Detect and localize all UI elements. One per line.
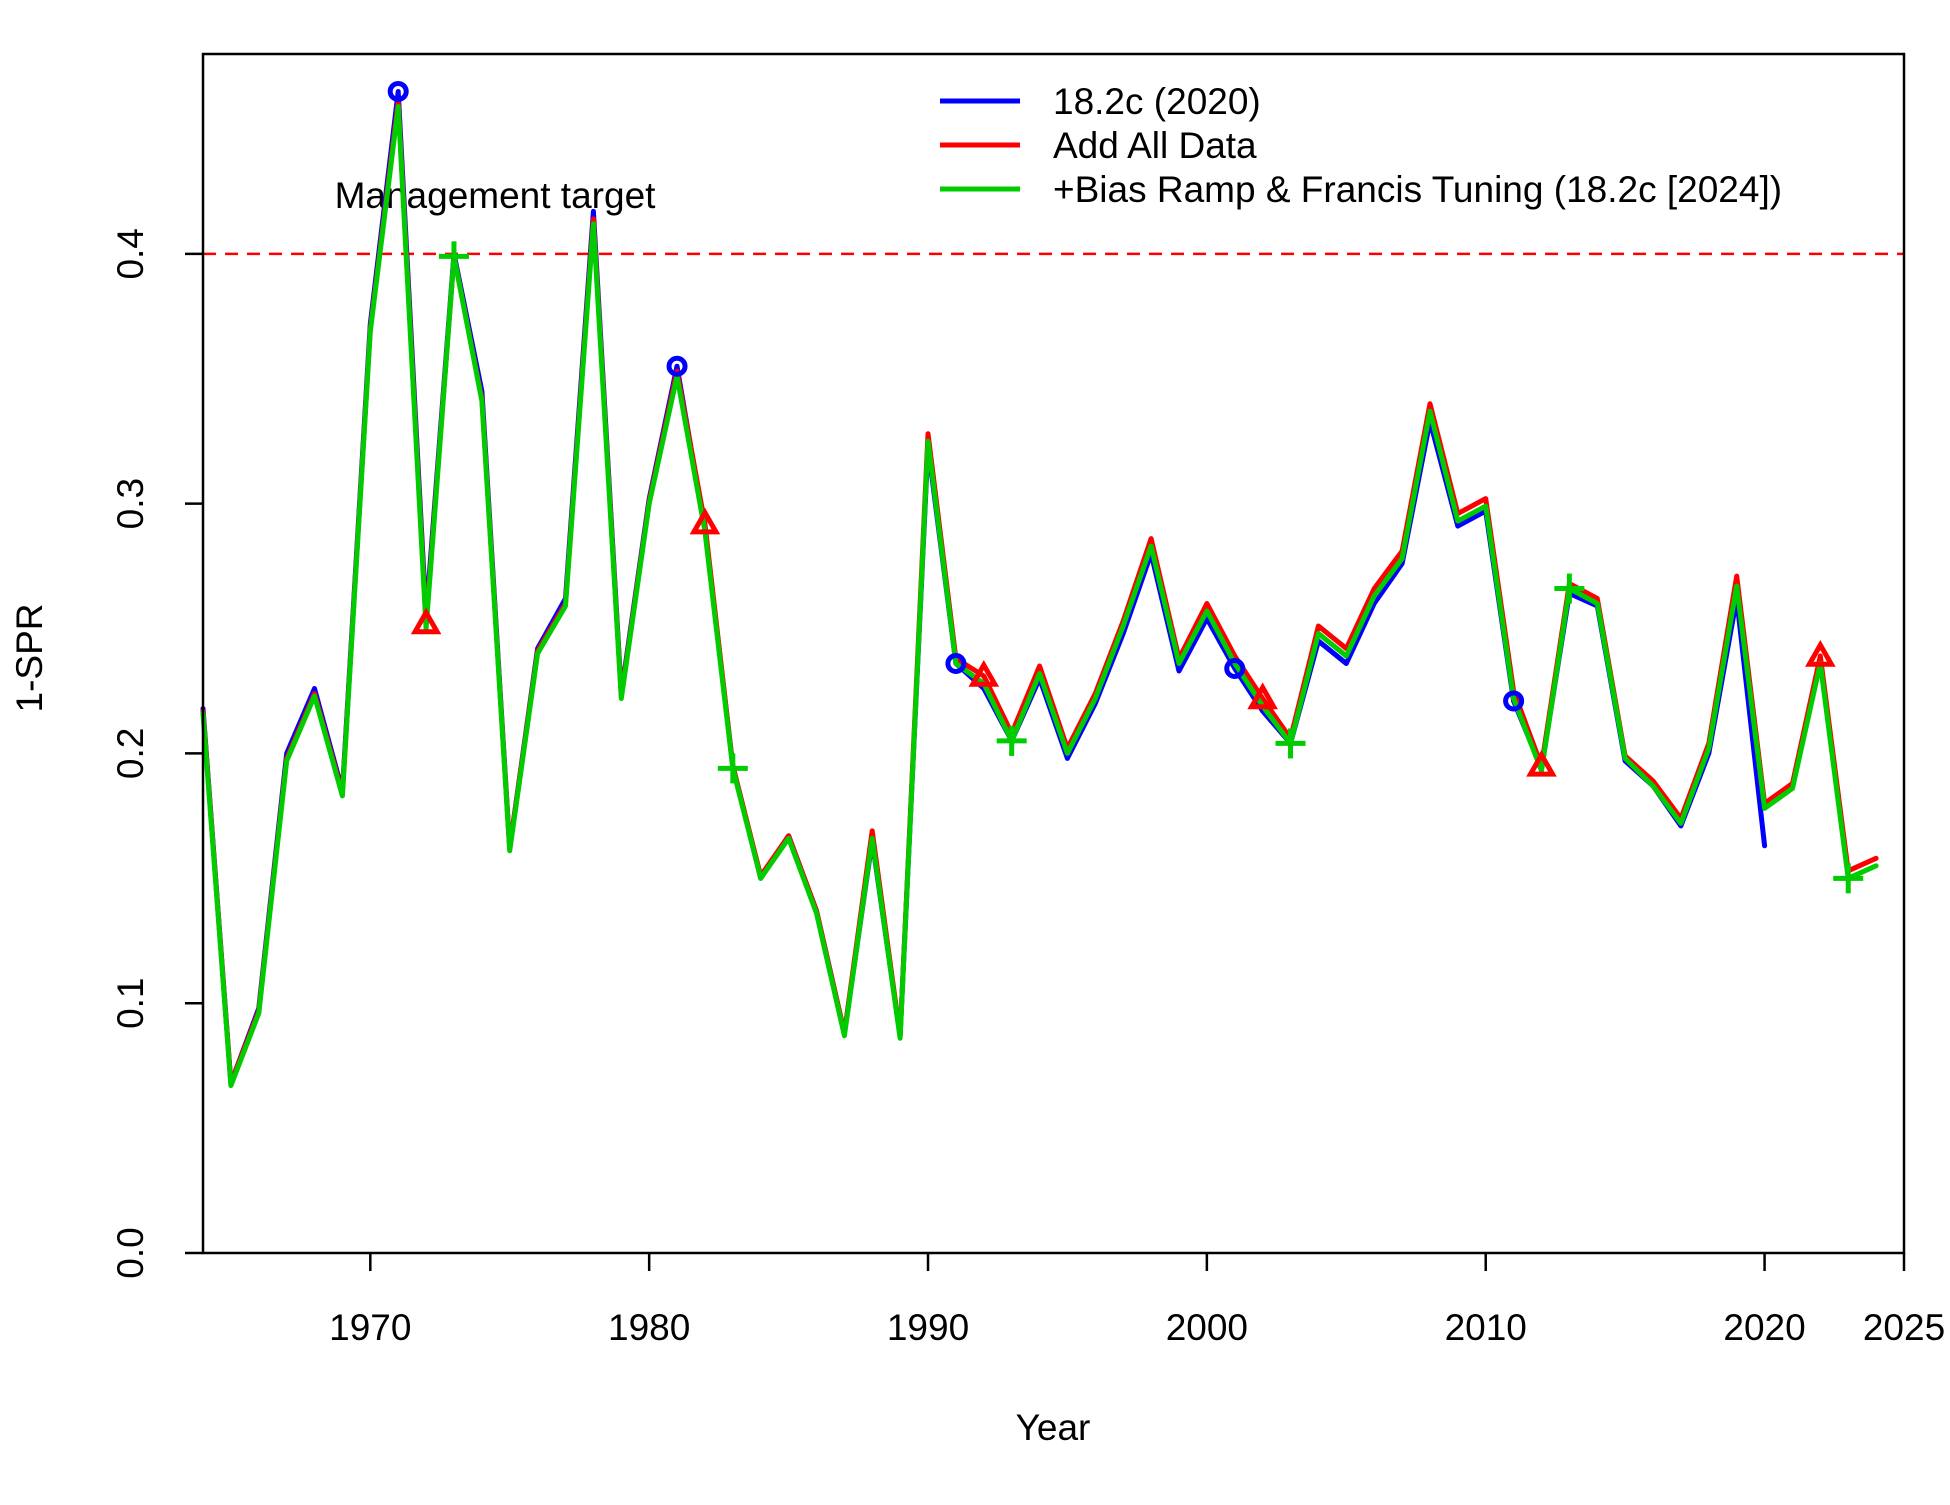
x-tick-label: 1970 — [329, 1307, 411, 1348]
x-tick-label: 2010 — [1445, 1307, 1527, 1348]
series-lines-layer — [200, 89, 1879, 1089]
y-axis-label: 1-SPR — [9, 604, 50, 713]
series-3-marker — [1554, 573, 1585, 604]
x-tick-label: 2025 — [1863, 1307, 1945, 1348]
y-tick-label: 0.4 — [110, 228, 151, 279]
legend-label-2: Add All Data — [1053, 125, 1257, 166]
plot-frame — [201, 52, 1906, 1255]
y-tick-label: 0.3 — [110, 478, 151, 529]
series-3-marker — [438, 241, 469, 272]
legend: 18.2c (2020)Add All Data+Bias Ramp & Fra… — [940, 81, 1782, 210]
series-3-marker — [717, 753, 748, 784]
series-2-marker — [968, 659, 1000, 687]
legend-label-3: +Bias Ramp & Francis Tuning (18.2c [2024… — [1053, 169, 1782, 210]
series-line-1 — [200, 89, 1768, 1086]
y-tick-label: 0.0 — [110, 1227, 151, 1278]
x-tick-label: 1990 — [887, 1307, 969, 1348]
series-3-marker — [1275, 728, 1306, 759]
series-3-marker — [1833, 863, 1864, 894]
series-2-marker — [1526, 749, 1557, 777]
x-tick-label: 1980 — [608, 1307, 690, 1348]
series-1-marker — [666, 355, 688, 377]
series-3-marker — [996, 725, 1027, 756]
series-1-marker — [945, 652, 967, 674]
y-tick-label: 0.2 — [110, 728, 151, 779]
series-markers-layer — [387, 80, 1864, 894]
legend-label-1: 18.2c (2020) — [1053, 81, 1261, 122]
series-2-marker — [1805, 639, 1836, 667]
x-axis-label: Year — [1016, 1407, 1091, 1448]
series-1-marker — [1503, 690, 1525, 712]
x-tick-label: 2020 — [1723, 1307, 1805, 1348]
x-tick-label: 2000 — [1166, 1307, 1248, 1348]
series-line-3 — [200, 104, 1879, 1089]
series-1-marker — [1224, 657, 1246, 679]
series-2-marker — [410, 607, 442, 635]
axes-layer: 1970 1980 1990 2000 2010 2020 2025 0.0 0.1 0.2 0.3… — [110, 52, 1945, 1348]
series-1-marker — [387, 80, 409, 102]
series-2-marker — [689, 507, 721, 535]
series-2-marker — [1247, 682, 1278, 710]
y-tick-label: 0.1 — [110, 977, 151, 1028]
